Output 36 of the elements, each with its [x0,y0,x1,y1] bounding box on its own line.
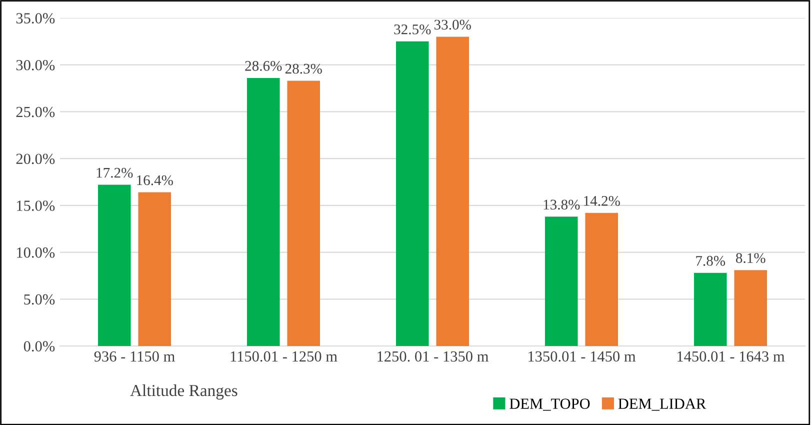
data-label: 28.6% [245,61,282,71]
data-label: 17.2% [96,168,133,178]
y-tick-label: 5.0% [24,294,55,305]
bar [287,80,320,346]
data-label: 32.5% [394,24,431,34]
x-tick-label: 1450.01 - 1643 m [678,351,785,362]
data-label: 16.4% [137,175,173,186]
x-tick-label: 1150.01 - 1250 m [230,351,338,362]
data-label: 13.8% [544,200,580,210]
x-axis-title: Altitude Ranges [130,384,238,400]
y-tick-label: 15.0% [17,200,55,211]
bar [694,272,727,346]
bar [98,184,131,346]
data-label: 28.3% [285,64,322,74]
bar [585,212,618,346]
bar [138,192,172,346]
y-tick-label: 35.0% [16,13,55,24]
legend-label: DEM_TOPO [510,398,590,411]
bar [246,78,280,346]
y-tick-label: 30.0% [16,60,55,70]
legend-label: DEM_LIDAR [618,398,706,411]
y-tick-label: 20.0% [16,154,55,164]
bar [544,216,578,346]
bar [436,36,470,346]
x-tick-label: 936 - 1150 m [94,351,175,362]
bar [734,270,768,346]
bar [396,41,429,346]
y-tick-label: 0.0% [24,341,55,352]
x-tick-label: 1250. 01 - 1350 m [378,351,488,362]
x-tick-label: 1350.01 - 1450 m [528,351,636,362]
y-tick-label: 25.0% [16,106,55,118]
data-label: 7.8% [696,256,726,266]
y-tick-label: 10.0% [17,247,55,258]
data-label: 8.1% [736,253,766,264]
data-label: 33.0% [434,20,471,30]
data-label: 14.2% [584,196,620,206]
